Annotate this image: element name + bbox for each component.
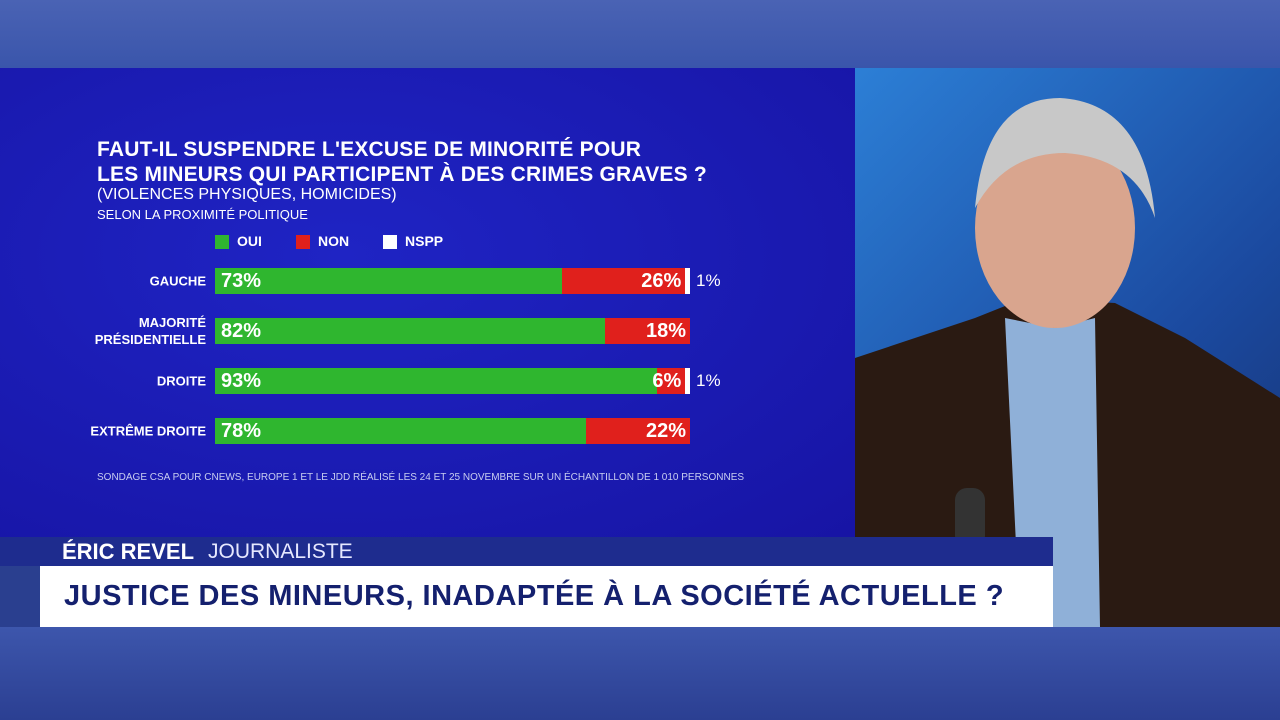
bar-segment [585, 418, 690, 444]
bar-segment [215, 318, 605, 344]
bar-segment [215, 418, 586, 444]
chart-panel [0, 68, 855, 538]
legend-label: NSPP [405, 233, 444, 249]
legend-swatch [215, 235, 229, 249]
category-label: GAUCHE [149, 273, 206, 289]
value-label-outside: 1% [696, 371, 721, 390]
legend-label: OUI [237, 233, 262, 249]
bar-segment [685, 368, 690, 394]
legend-swatch [383, 235, 397, 249]
bottom-band [0, 627, 1280, 720]
speaker-role: JOURNALISTE [208, 540, 353, 563]
value-label: 18% [645, 320, 686, 342]
subtitle: (VIOLENCES PHYSIQUES, HOMICIDES) [97, 186, 397, 203]
legend-swatch [296, 235, 310, 249]
name-bar: ÉRIC REVEL JOURNALISTE [0, 537, 1053, 566]
bar-segment [215, 268, 562, 294]
bar-segment [685, 268, 690, 294]
legend-label: NON [318, 233, 350, 249]
source-note: SONDAGE CSA POUR CNEWS, EUROPE 1 ET LE J… [97, 472, 745, 483]
category-label: MAJORITÉ PRÉSIDENTIELLE [94, 315, 206, 347]
value-label: 73% [221, 270, 262, 292]
top-band [0, 0, 1280, 68]
bar-segment [215, 368, 657, 394]
value-label: 26% [641, 270, 682, 292]
value-label: 93% [221, 370, 262, 392]
chart-title: FAUT-IL SUSPENDRE L'EXCUSE DE MINORITÉ P… [97, 138, 642, 161]
value-label: 78% [221, 420, 262, 442]
value-label: 22% [645, 420, 686, 442]
category-label: DROITE [156, 373, 206, 389]
headline: JUSTICE DES MINEURS, INADAPTÉE À LA SOCI… [64, 580, 1005, 612]
bar-segment [656, 368, 686, 394]
value-label: 6% [652, 370, 682, 392]
bar-segment [604, 318, 690, 344]
subtitle: SELON LA PROXIMITÉ POLITIQUE [97, 207, 308, 222]
category-label: EXTRÊME DROITE [90, 423, 206, 439]
value-label: 82% [221, 320, 262, 342]
speaker-name: ÉRIC REVEL [62, 539, 195, 564]
bar-segment [561, 268, 686, 294]
value-label-outside: 1% [696, 271, 721, 290]
chart-title: LES MINEURS QUI PARTICIPENT À DES CRIMES… [97, 163, 707, 186]
headline-bar: JUSTICE DES MINEURS, INADAPTÉE À LA SOCI… [40, 566, 1053, 627]
